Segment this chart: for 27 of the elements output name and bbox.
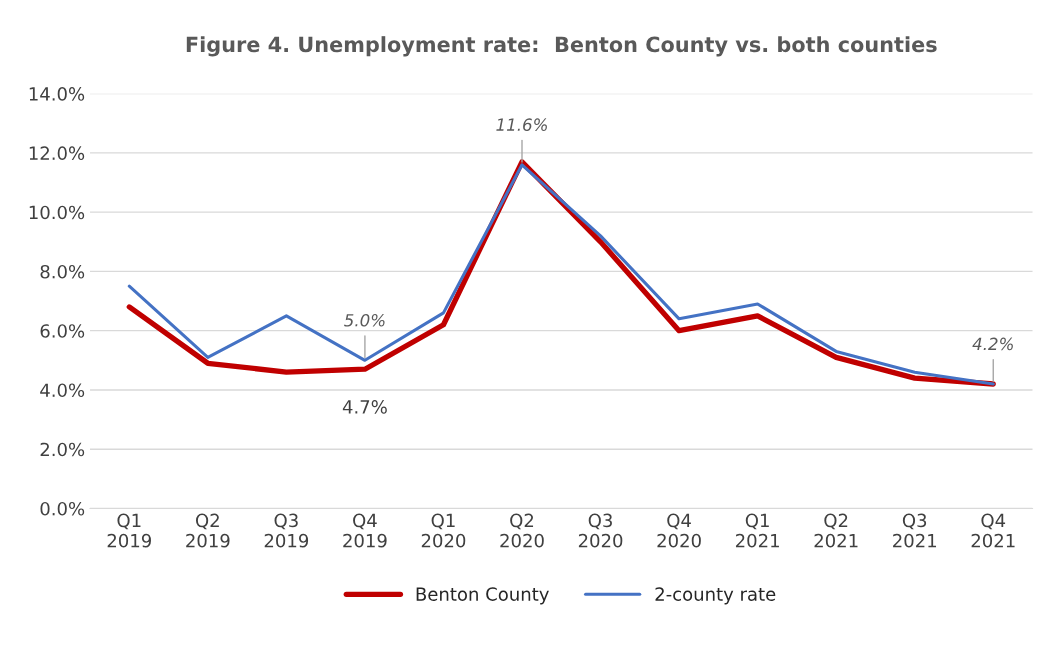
x-tick-label: Q2 2019 — [186, 513, 230, 548]
annotation: 5.0% — [344, 313, 385, 327]
chart-title: Figure 4. Unemployment rate: Benton County vs. both counties — [186, 36, 937, 57]
x-tick-label: Q4 2019 — [343, 513, 387, 548]
legend-label: Benton County — [416, 587, 549, 605]
y-tick-label: 12.0% — [29, 146, 85, 161]
x-tick-label: Q4 2020 — [657, 513, 701, 548]
y-tick-label: 2.0% — [40, 442, 85, 457]
y-tick-label: 6.0% — [40, 324, 85, 338]
y-tick-label: 4.0% — [40, 383, 85, 398]
annotation: 4.2% — [972, 337, 1013, 351]
x-tick-label: Q2 2021 — [814, 513, 858, 548]
legend-label: 2-county rate — [655, 587, 776, 605]
y-tick-label: 8.0% — [40, 264, 85, 279]
x-tick-label: Q3 2021 — [893, 513, 937, 548]
x-tick-label: Q3 2019 — [264, 513, 309, 548]
y-tick-label: 10.0% — [29, 205, 85, 220]
x-tick-label: Q2 2020 — [500, 513, 544, 548]
x-tick-label: Q1 2019 — [107, 513, 151, 548]
x-tick-label: Q1 2020 — [421, 513, 466, 548]
y-tick-label: 0.0% — [40, 501, 85, 516]
x-tick-label: Q1 2021 — [735, 513, 779, 548]
y-tick-label: 14.0% — [29, 87, 85, 101]
x-tick-label: Q4 2021 — [971, 513, 1015, 548]
annotation: 11.6% — [496, 118, 547, 131]
annotation: 4.7% — [342, 400, 387, 414]
x-tick-label: Q3 2020 — [578, 513, 623, 548]
